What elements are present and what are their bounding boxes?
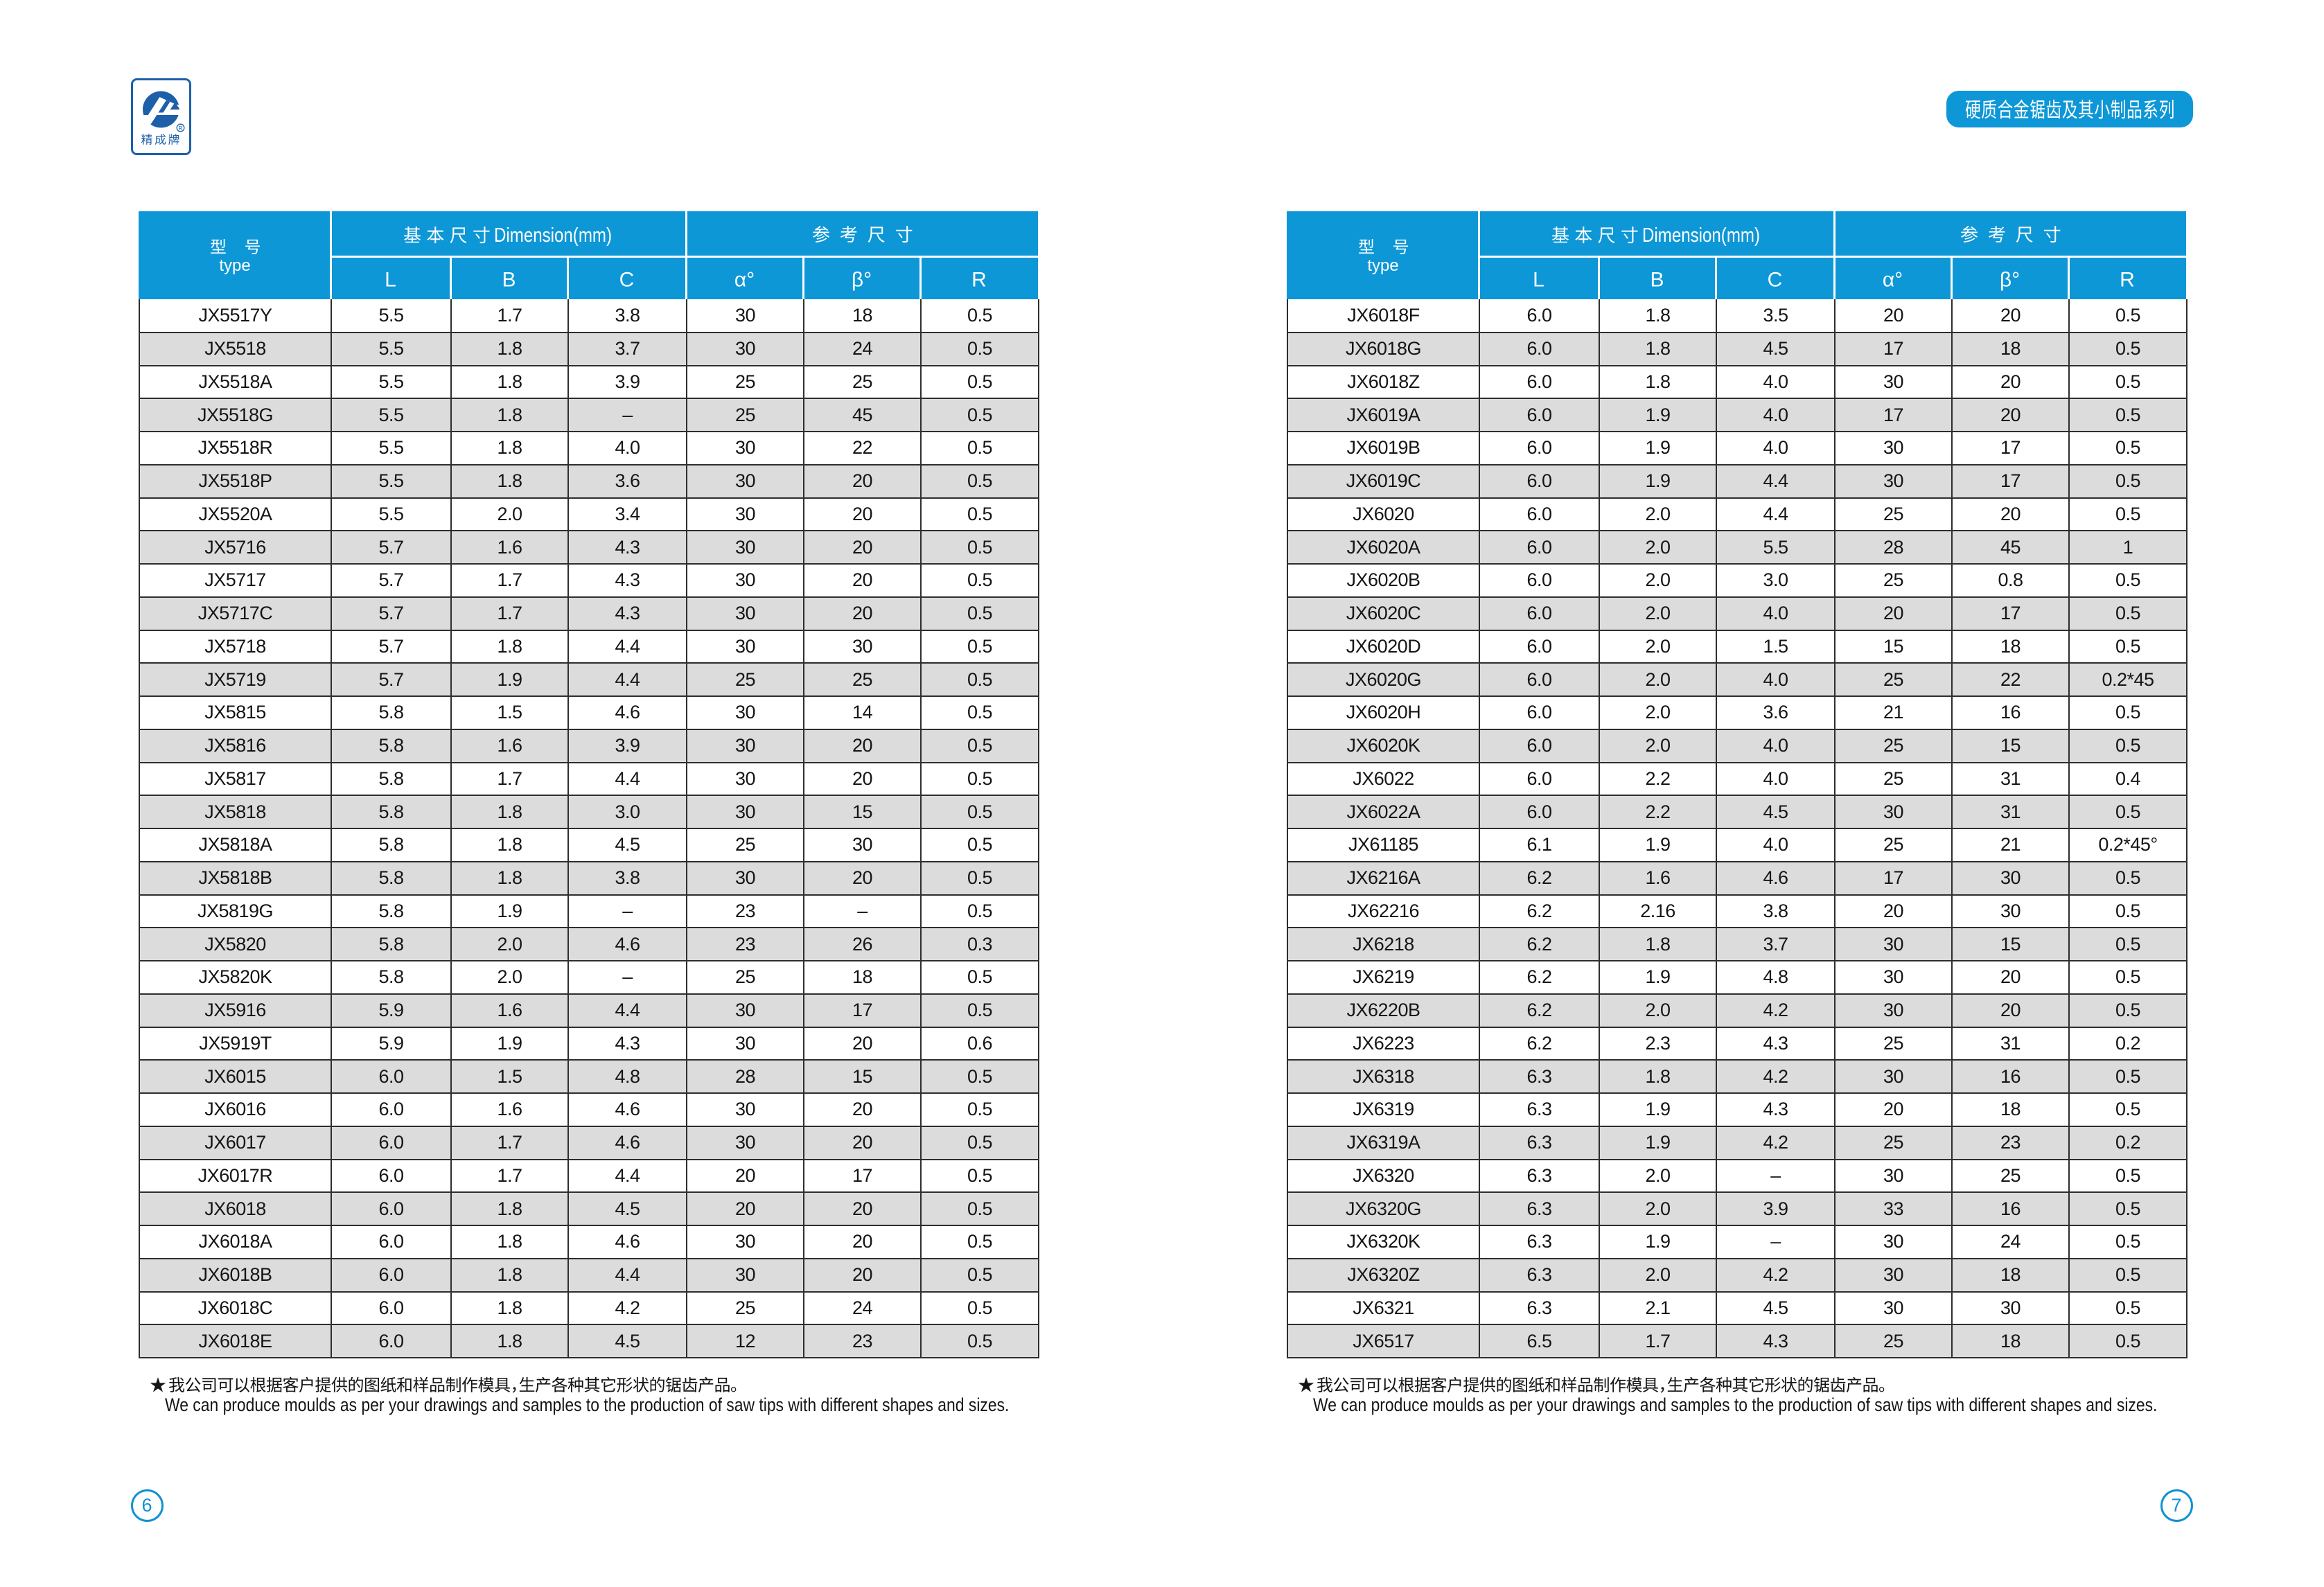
- svg-text:L: L: [385, 269, 396, 292]
- svg-text:β°: β°: [2000, 269, 2020, 292]
- svg-text:Dimension(mm): Dimension(mm): [1642, 224, 1760, 247]
- svg-text:α°: α°: [734, 269, 755, 292]
- svg-text:C: C: [1768, 269, 1783, 292]
- svg-text:R: R: [178, 125, 182, 132]
- svg-text:Dimension(mm): Dimension(mm): [494, 224, 612, 247]
- svg-text:B: B: [1650, 269, 1664, 292]
- svg-text:L: L: [1533, 269, 1544, 292]
- svg-text:C: C: [619, 269, 635, 292]
- svg-text:type: type: [1367, 256, 1398, 275]
- svg-text:B: B: [502, 269, 516, 292]
- svg-text:type: type: [219, 256, 250, 275]
- svg-text:R: R: [2120, 269, 2135, 292]
- svg-text:R: R: [971, 269, 987, 292]
- svg-text:α°: α°: [1883, 269, 1903, 292]
- svg-text:β°: β°: [852, 269, 872, 292]
